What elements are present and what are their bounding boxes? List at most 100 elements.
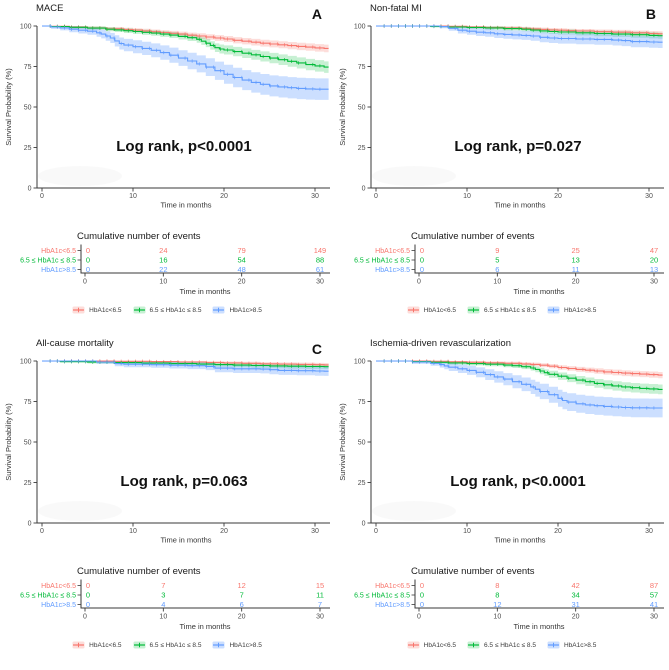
events-value: 41 xyxy=(650,600,658,609)
survival-curve-lt65 xyxy=(376,360,663,376)
events-row-label: 6.5 ≤ HbA1c ≤ 8.5 xyxy=(354,257,410,264)
legend-label: 6.5 ≤ HbA1c ≤ 8.5 xyxy=(484,641,536,649)
x-tick-label: 10 xyxy=(463,193,471,200)
events-value: 79 xyxy=(237,246,245,255)
table-axis xyxy=(414,244,664,274)
table-x-axis-title: Time in months xyxy=(514,622,565,631)
events-value: 0 xyxy=(420,265,424,274)
legend-label: HbA1c<6.5 xyxy=(89,306,122,314)
x-tick-label: 0 xyxy=(374,193,378,200)
events-value: 42 xyxy=(571,581,579,590)
x-axis-title: Time in months xyxy=(495,201,546,210)
legend-label: 6.5 ≤ HbA1c ≤ 8.5 xyxy=(484,306,536,314)
y-tick-label: 100 xyxy=(354,358,366,365)
legend-item-lt65: HbA1c<6.5 xyxy=(72,306,122,314)
legend-key-icon xyxy=(407,306,420,314)
x-tick-label: 20 xyxy=(220,193,228,200)
events-value: 0 xyxy=(86,581,90,590)
events-value: 54 xyxy=(237,255,245,264)
table-x-tick-label: 20 xyxy=(238,279,246,286)
legend-label: 6.5 ≤ HbA1c ≤ 8.5 xyxy=(149,306,202,314)
x-tick-label: 20 xyxy=(554,193,562,200)
ci-band-gt85 xyxy=(376,361,663,418)
ci-band-lt65 xyxy=(42,361,329,367)
events-value: 16 xyxy=(159,255,167,264)
events-value: 24 xyxy=(159,246,167,255)
events-value: 0 xyxy=(86,600,90,609)
events-value: 5 xyxy=(495,255,499,264)
y-axis-title: Survival Probability (%) xyxy=(4,68,13,146)
table-x-tick-label: 0 xyxy=(417,614,421,621)
y-tick-label: 50 xyxy=(24,104,32,111)
legend-label: HbA1c>8.5 xyxy=(563,641,597,649)
table-x-tick-label: 10 xyxy=(159,614,167,621)
events-value: 7 xyxy=(240,590,244,599)
axis-lines xyxy=(370,26,664,189)
legend: HbA1c<6.5 6.5 ≤ HbA1c ≤ 8.5 HbA1c>8.5 xyxy=(334,636,669,654)
events-value: 7 xyxy=(318,600,322,609)
x-axis-title: Time in months xyxy=(161,536,212,545)
censor-marks-gt85 xyxy=(49,24,321,91)
survival-curve-mid xyxy=(42,25,329,68)
legend-key-icon xyxy=(72,641,85,649)
y-tick-label: 50 xyxy=(24,439,32,446)
events-value: 34 xyxy=(571,590,579,599)
table-x-tick-label: 30 xyxy=(650,279,658,286)
events-row-label: HbA1c>8.5 xyxy=(375,267,410,274)
legend-key-icon xyxy=(547,306,560,314)
legend-key-icon xyxy=(133,306,146,314)
events-row-label: 6.5 ≤ HbA1c ≤ 8.5 xyxy=(20,257,76,264)
events-value: 20 xyxy=(650,255,658,264)
survival-curve-gt85 xyxy=(376,25,663,43)
y-tick-label: 0 xyxy=(28,520,32,527)
table-x-axis-title: Time in months xyxy=(514,287,565,296)
panel-mace: MACE A 0 25 50 75 100 0 10 20 30 Survival Probabili… xyxy=(0,0,334,335)
events-value: 9 xyxy=(495,246,499,255)
legend-key-icon xyxy=(72,306,85,314)
legend-key-icon xyxy=(467,306,480,314)
smudge xyxy=(372,166,456,186)
table-x-tick-label: 0 xyxy=(83,279,87,286)
y-tick-label: 25 xyxy=(24,145,32,152)
survival-plot-D: Ischemia-driven revascularization D 0 25 50 7… xyxy=(338,338,664,631)
events-value: 8 xyxy=(495,581,499,590)
legend: HbA1c<6.5 6.5 ≤ HbA1c ≤ 8.5 HbA1c>8.5 xyxy=(334,301,669,319)
panel-title: Non-fatal MI xyxy=(370,3,422,14)
events-value: 0 xyxy=(420,590,424,599)
legend-item-gt85: HbA1c>8.5 xyxy=(212,306,262,314)
legend-item-mid: 6.5 ≤ HbA1c ≤ 8.5 xyxy=(467,641,536,649)
legend-label: 6.5 ≤ HbA1c ≤ 8.5 xyxy=(149,641,202,649)
x-axis-title: Time in months xyxy=(495,536,546,545)
panel-letter: B xyxy=(646,6,656,22)
ci-band-gt85 xyxy=(42,361,329,376)
events-table-title: Cumulative number of events xyxy=(411,566,535,577)
y-tick-label: 50 xyxy=(358,439,366,446)
y-axis-title: Survival Probability (%) xyxy=(338,403,347,481)
survival-curve-gt85 xyxy=(42,25,329,90)
events-row-label: HbA1c>8.5 xyxy=(375,602,410,609)
table-axis xyxy=(80,244,330,274)
x-tick-label: 10 xyxy=(129,528,137,535)
table-x-tick-label: 10 xyxy=(159,279,167,286)
events-value: 6 xyxy=(240,600,244,609)
y-tick-label: 0 xyxy=(362,185,366,192)
events-value: 11 xyxy=(316,590,324,599)
legend-key-icon xyxy=(133,641,146,649)
events-table-title: Cumulative number of events xyxy=(77,566,201,577)
events-value: 88 xyxy=(316,255,324,264)
events-value: 31 xyxy=(571,600,579,609)
logrank-text: Log rank, p<0.0001 xyxy=(450,473,585,490)
events-value: 57 xyxy=(650,590,658,599)
events-value: 0 xyxy=(86,246,90,255)
legend-label: HbA1c<6.5 xyxy=(423,641,457,649)
legend-label: HbA1c>8.5 xyxy=(563,306,597,314)
legend-item-gt85: HbA1c>8.5 xyxy=(547,641,596,649)
panel-title: MACE xyxy=(36,3,63,14)
panel-letter: A xyxy=(312,6,322,22)
y-tick-label: 75 xyxy=(24,64,32,71)
y-tick-label: 0 xyxy=(28,185,32,192)
legend-item-mid: 6.5 ≤ HbA1c ≤ 8.5 xyxy=(133,306,202,314)
axis-lines xyxy=(36,361,330,524)
